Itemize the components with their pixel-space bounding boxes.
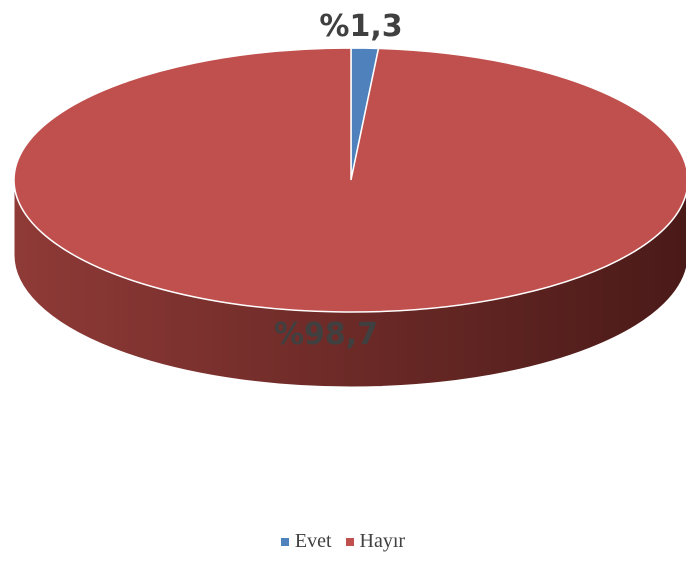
legend-entry-hayir: Hayır xyxy=(345,530,406,553)
slice-label-hayir: %98,7 xyxy=(274,317,378,352)
legend: Evet Hayır xyxy=(0,530,686,553)
legend-entry-evet: Evet xyxy=(280,530,332,553)
legend-swatch-hayir xyxy=(345,537,354,546)
pie-slice-hay-r xyxy=(13,47,686,313)
legend-label-hayir: Hayır xyxy=(359,530,406,552)
legend-swatch-evet xyxy=(280,537,289,546)
slice-label-evet: %1,3 xyxy=(319,9,402,44)
legend-label-evet: Evet xyxy=(294,530,332,552)
